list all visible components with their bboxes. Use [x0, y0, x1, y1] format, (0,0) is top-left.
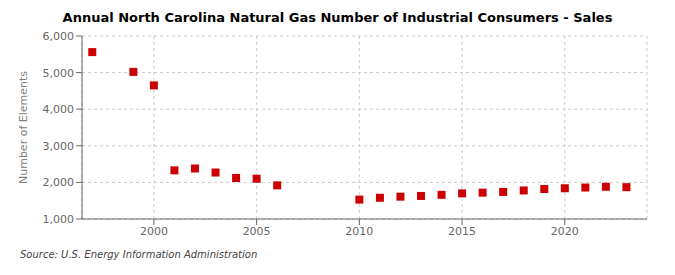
svg-text:2000: 2000	[140, 225, 168, 238]
svg-text:1,000: 1,000	[43, 213, 75, 226]
html-text:Source: U.S. Energy Informatio: Source: U.S. Energy Information Administ…	[20, 249, 258, 260]
svg-text:Number of Elements: Number of Elements	[17, 71, 30, 184]
svg-text:2015: 2015	[448, 225, 476, 238]
svg-text:6,000: 6,000	[43, 30, 75, 43]
svg-text:2020: 2020	[551, 225, 579, 238]
svg-text:2010: 2010	[345, 225, 373, 238]
svg-text:5,000: 5,000	[43, 67, 75, 80]
svg-text:3,000: 3,000	[43, 140, 75, 153]
svg-text:4,000: 4,000	[43, 103, 75, 116]
svg-text:2,000: 2,000	[43, 176, 75, 189]
html-text:Annual North Carolina Natural: Annual North Carolina Natural Gas Number…	[62, 10, 613, 25]
svg-text:2005: 2005	[243, 225, 271, 238]
